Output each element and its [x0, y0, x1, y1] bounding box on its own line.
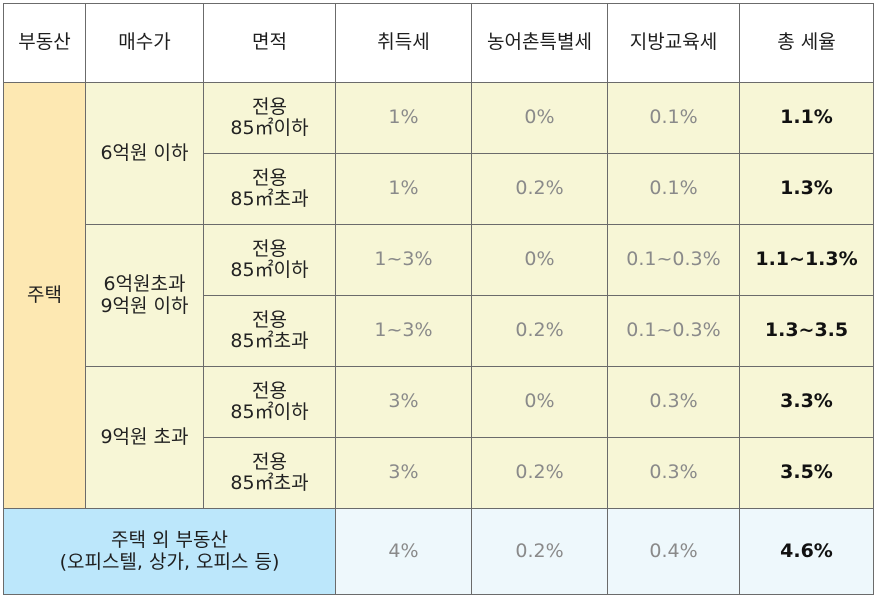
price-range-cell: 6억원 이하 [85, 82, 204, 225]
area-size: 85㎡초과 [230, 472, 309, 494]
area-type: 전용 [252, 95, 287, 118]
rural-special-tax-value: 0% [471, 224, 608, 296]
area-cell: 전용 85㎡이하 [203, 82, 336, 154]
price-range-label: 9억원 초과 [100, 425, 189, 448]
acquisition-tax-value: 3% [335, 437, 472, 509]
header-acquisition-tax: 취득세 [335, 3, 472, 83]
area-type: 전용 [252, 166, 287, 189]
area-size: 85㎡초과 [230, 330, 309, 352]
local-education-tax-value: 0.3% [607, 437, 740, 509]
header-total-rate: 총 세율 [739, 3, 874, 83]
tax-rate-table: 부동산 매수가 면적 취득세 농어촌특별세 지방교육세 총 세율 주택 6억원 … [3, 3, 874, 595]
local-education-tax-value: 0.1% [607, 153, 740, 225]
header-row: 부동산 매수가 면적 취득세 농어촌특별세 지방교육세 총 세율 [3, 3, 874, 83]
price-range-label: 9억원 이하 [100, 294, 189, 317]
total-rate-value: 4.6% [739, 508, 874, 595]
area-cell: 전용 85㎡초과 [203, 153, 336, 225]
area-cell: 전용 85㎡초과 [203, 437, 336, 509]
total-rate-value: 1.3~3.5 [739, 295, 874, 367]
acquisition-tax-value: 1% [335, 153, 472, 225]
header-local-education-tax: 지방교육세 [607, 3, 740, 83]
total-rate-value: 1.3% [739, 153, 874, 225]
price-range-label: 6억원 이하 [100, 141, 189, 164]
non-housing-examples: (오피스텔, 상가, 오피스 등) [59, 550, 280, 573]
area-type: 전용 [252, 450, 287, 473]
area-size: 85㎡이하 [230, 401, 309, 423]
area-type: 전용 [252, 308, 287, 331]
rural-special-tax-value: 0.2% [471, 508, 608, 595]
rural-special-tax-value: 0.2% [471, 295, 608, 367]
non-housing-label: 주택 외 부동산 (오피스텔, 상가, 오피스 등) [3, 508, 336, 595]
table-row: 6억원초과 9억원 이하 전용 85㎡이하 1~3% 0% 0.1~0.3% 1… [4, 224, 874, 367]
area-cell: 전용 85㎡초과 [203, 295, 336, 367]
area-size: 85㎡이하 [230, 117, 309, 139]
rural-special-tax-value: 0.2% [471, 153, 608, 225]
non-housing-title: 주택 외 부동산 [111, 529, 228, 552]
table-row-non-housing: 주택 외 부동산 (오피스텔, 상가, 오피스 등) 4% 0.2% 0.4% … [3, 508, 874, 595]
header-property: 부동산 [3, 3, 86, 83]
total-rate-value: 1.1~1.3% [739, 224, 874, 296]
table-row: 전용 85㎡초과 3% 0.2% 0.3% 3.5% [4, 437, 874, 509]
area-cell: 전용 85㎡이하 [203, 224, 336, 296]
table-row: 9억원 초과 전용 85㎡이하 3% 0% 0.3% 3.3% [4, 366, 874, 509]
acquisition-tax-value: 1~3% [335, 224, 472, 296]
price-range-label: 6억원초과 [103, 273, 186, 296]
area-cell: 전용 85㎡이하 [203, 366, 336, 438]
area-type: 전용 [252, 237, 287, 260]
total-rate-value: 1.1% [739, 82, 874, 154]
acquisition-tax-value: 4% [335, 508, 472, 595]
header-price: 매수가 [85, 3, 204, 83]
rural-special-tax-value: 0.2% [471, 437, 608, 509]
table-row: 전용 85㎡초과 1% 0.2% 0.1% 1.3% [4, 153, 874, 225]
price-range-cell: 6억원초과 9억원 이하 [85, 224, 204, 367]
table-row: 주택 6억원 이하 전용 85㎡이하 1% 0% 0.1% 1.1% [3, 82, 874, 509]
header-area: 면적 [203, 3, 336, 83]
acquisition-tax-value: 1% [335, 82, 472, 154]
price-range-cell: 9억원 초과 [85, 366, 204, 509]
total-rate-value: 3.5% [739, 437, 874, 509]
total-rate-value: 3.3% [739, 366, 874, 438]
table-row: 전용 85㎡초과 1~3% 0.2% 0.1~0.3% 1.3~3.5 [4, 295, 874, 367]
local-education-tax-value: 0.1~0.3% [607, 224, 740, 296]
area-type: 전용 [252, 379, 287, 402]
area-size: 85㎡이하 [230, 259, 309, 281]
header-rural-special-tax: 농어촌특별세 [471, 3, 608, 83]
local-education-tax-value: 0.3% [607, 366, 740, 438]
local-education-tax-value: 0.1% [607, 82, 740, 154]
local-education-tax-value: 0.4% [607, 508, 740, 595]
area-size: 85㎡초과 [230, 188, 309, 210]
local-education-tax-value: 0.1~0.3% [607, 295, 740, 367]
acquisition-tax-value: 3% [335, 366, 472, 438]
rural-special-tax-value: 0% [471, 82, 608, 154]
rural-special-tax-value: 0% [471, 366, 608, 438]
acquisition-tax-value: 1~3% [335, 295, 472, 367]
housing-label: 주택 [3, 82, 86, 509]
